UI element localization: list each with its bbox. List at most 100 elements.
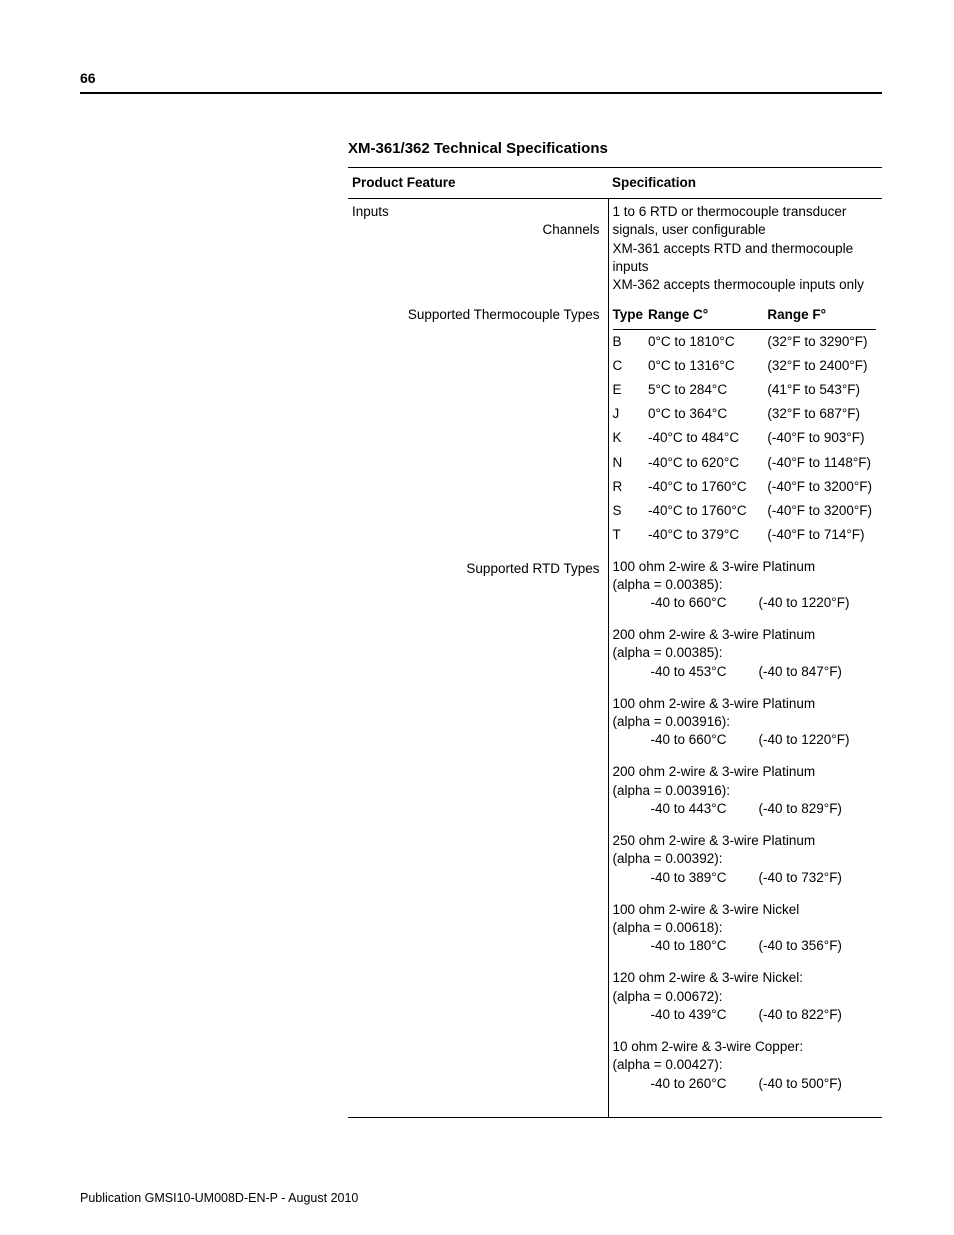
rtd-desc: 100 ohm 2-wire & 3-wire Nickel — [613, 901, 877, 919]
rtd-cell: 100 ohm 2-wire & 3-wire Platinum(alpha =… — [608, 552, 882, 1118]
rtd-desc: 200 ohm 2-wire & 3-wire Platinum — [613, 763, 877, 781]
rtd-range-c: -40 to 443°C — [651, 800, 759, 818]
publication-footer: Publication GMSI10-UM008D-EN-P - August … — [80, 1191, 358, 1205]
rtd-alpha: (alpha = 0.00385): — [613, 644, 877, 662]
tc-cell: R — [613, 475, 648, 499]
tc-row: T-40°C to 379°C(-40°F to 714°F) — [613, 523, 877, 547]
tc-cell: (32°F to 3290°F) — [767, 329, 876, 354]
tc-row: B0°C to 1810°C(32°F to 3290°F) — [613, 329, 877, 354]
rtd-block: 200 ohm 2-wire & 3-wire Platinum(alpha =… — [613, 626, 877, 681]
tc-row: C0°C to 1316°C(32°F to 2400°F) — [613, 354, 877, 378]
inputs-heading: Inputs — [352, 203, 600, 221]
spec-text: XM-362 accepts thermocouple inputs only — [613, 276, 877, 294]
tc-cell: (-40°F to 1148°F) — [767, 451, 876, 475]
row-rtd: Supported RTD Types 100 ohm 2-wire & 3-w… — [348, 552, 882, 1118]
tc-head-c: Range C° — [648, 304, 767, 329]
col-header-feature: Product Feature — [348, 168, 608, 199]
tc-body: B0°C to 1810°C(32°F to 3290°F)C0°C to 13… — [613, 329, 877, 547]
tc-cell: C — [613, 354, 648, 378]
rtd-block: 100 ohm 2-wire & 3-wire Platinum(alpha =… — [613, 695, 877, 750]
rtd-block: 120 ohm 2-wire & 3-wire Nickel:(alpha = … — [613, 969, 877, 1024]
tc-cell: (32°F to 2400°F) — [767, 354, 876, 378]
tc-cell: (41°F to 543°F) — [767, 378, 876, 402]
tc-cell: (-40°F to 3200°F) — [767, 475, 876, 499]
page-number: 66 — [80, 70, 96, 86]
col-header-spec: Specification — [608, 168, 882, 199]
thermocouple-table: Type Range C° Range F° B0°C to 1810°C(32… — [613, 304, 877, 547]
rtd-range-c: -40 to 660°C — [651, 731, 759, 749]
rtd-block: 200 ohm 2-wire & 3-wire Platinum(alpha =… — [613, 763, 877, 818]
rtd-range-f: (-40 to 822°F) — [759, 1006, 842, 1024]
tc-head-f: Range F° — [767, 304, 876, 329]
rtd-range-f: (-40 to 732°F) — [759, 869, 842, 887]
rtd-alpha: (alpha = 0.00427): — [613, 1056, 877, 1074]
rtd-ranges: -40 to 389°C(-40 to 732°F) — [613, 869, 877, 887]
rtd-range-c: -40 to 260°C — [651, 1075, 759, 1093]
rtd-range-c: -40 to 453°C — [651, 663, 759, 681]
page: 66 XM-361/362 Technical Specifications P… — [0, 0, 954, 1235]
rtd-block: 100 ohm 2-wire & 3-wire Platinum(alpha =… — [613, 558, 877, 613]
row-thermocouple: Supported Thermocouple Types Type Range … — [348, 298, 882, 551]
rtd-ranges: -40 to 660°C(-40 to 1220°F) — [613, 594, 877, 612]
tc-cell: E — [613, 378, 648, 402]
rtd-range-c: -40 to 389°C — [651, 869, 759, 887]
rtd-desc: 200 ohm 2-wire & 3-wire Platinum — [613, 626, 877, 644]
tc-cell: -40°C to 1760°C — [648, 499, 767, 523]
rtd-ranges: -40 to 443°C(-40 to 829°F) — [613, 800, 877, 818]
rtd-desc: 250 ohm 2-wire & 3-wire Platinum — [613, 832, 877, 850]
spec-table: Product Feature Specification Inputs Cha… — [348, 167, 882, 1118]
tc-cell: -40°C to 1760°C — [648, 475, 767, 499]
rtd-range-c: -40 to 439°C — [651, 1006, 759, 1024]
rtd-ranges: -40 to 453°C(-40 to 847°F) — [613, 663, 877, 681]
feature-label: Channels — [542, 222, 599, 237]
rtd-range-c: -40 to 180°C — [651, 937, 759, 955]
rtd-range-f: (-40 to 500°F) — [759, 1075, 842, 1093]
feature-label: Supported Thermocouple Types — [408, 307, 600, 322]
rtd-range-f: (-40 to 847°F) — [759, 663, 842, 681]
tc-cell: B — [613, 329, 648, 354]
rtd-alpha: (alpha = 0.00618): — [613, 919, 877, 937]
rtd-range-f: (-40 to 356°F) — [759, 937, 842, 955]
tc-cell: 0°C to 364°C — [648, 402, 767, 426]
tc-cell: (32°F to 687°F) — [767, 402, 876, 426]
tc-row: N-40°C to 620°C(-40°F to 1148°F) — [613, 451, 877, 475]
rtd-alpha: (alpha = 0.003916): — [613, 782, 877, 800]
rtd-alpha: (alpha = 0.00672): — [613, 988, 877, 1006]
tc-cell: T — [613, 523, 648, 547]
rtd-desc: 100 ohm 2-wire & 3-wire Platinum — [613, 695, 877, 713]
rtd-desc: 100 ohm 2-wire & 3-wire Platinum — [613, 558, 877, 576]
tc-cell: 0°C to 1316°C — [648, 354, 767, 378]
spec-text: XM-361 accepts RTD and thermocouple inpu… — [613, 240, 877, 276]
feature-label: Supported RTD Types — [466, 561, 599, 576]
rtd-range-f: (-40 to 829°F) — [759, 800, 842, 818]
rtd-alpha: (alpha = 0.003916): — [613, 713, 877, 731]
tc-head-type: Type — [613, 304, 648, 329]
rtd-ranges: -40 to 260°C(-40 to 500°F) — [613, 1075, 877, 1093]
tc-row: K-40°C to 484°C(-40°F to 903°F) — [613, 426, 877, 450]
tc-cell: 5°C to 284°C — [648, 378, 767, 402]
rtd-alpha: (alpha = 0.00392): — [613, 850, 877, 868]
rtd-range-c: -40 to 660°C — [651, 594, 759, 612]
tc-row: E5°C to 284°C(41°F to 543°F) — [613, 378, 877, 402]
tc-cell: N — [613, 451, 648, 475]
tc-cell: S — [613, 499, 648, 523]
tc-cell: 0°C to 1810°C — [648, 329, 767, 354]
rtd-block: 10 ohm 2-wire & 3-wire Copper:(alpha = 0… — [613, 1038, 877, 1093]
tc-row: J0°C to 364°C(32°F to 687°F) — [613, 402, 877, 426]
rtd-range-f: (-40 to 1220°F) — [759, 731, 850, 749]
rtd-desc: 10 ohm 2-wire & 3-wire Copper: — [613, 1038, 877, 1056]
rtd-alpha: (alpha = 0.00385): — [613, 576, 877, 594]
spec-text: 1 to 6 RTD or thermocouple transducer si… — [613, 203, 877, 239]
tc-cell: -40°C to 379°C — [648, 523, 767, 547]
tc-cell: -40°C to 620°C — [648, 451, 767, 475]
rtd-block: 250 ohm 2-wire & 3-wire Platinum(alpha =… — [613, 832, 877, 887]
tc-cell: K — [613, 426, 648, 450]
rtd-ranges: -40 to 439°C(-40 to 822°F) — [613, 1006, 877, 1024]
rtd-ranges: -40 to 660°C(-40 to 1220°F) — [613, 731, 877, 749]
tc-row: S-40°C to 1760°C(-40°F to 3200°F) — [613, 499, 877, 523]
tc-cell: (-40°F to 3200°F) — [767, 499, 876, 523]
tc-cell: -40°C to 484°C — [648, 426, 767, 450]
rtd-ranges: -40 to 180°C(-40 to 356°F) — [613, 937, 877, 955]
table-title: XM-361/362 Technical Specifications — [348, 140, 882, 157]
rtd-block: 100 ohm 2-wire & 3-wire Nickel(alpha = 0… — [613, 901, 877, 956]
